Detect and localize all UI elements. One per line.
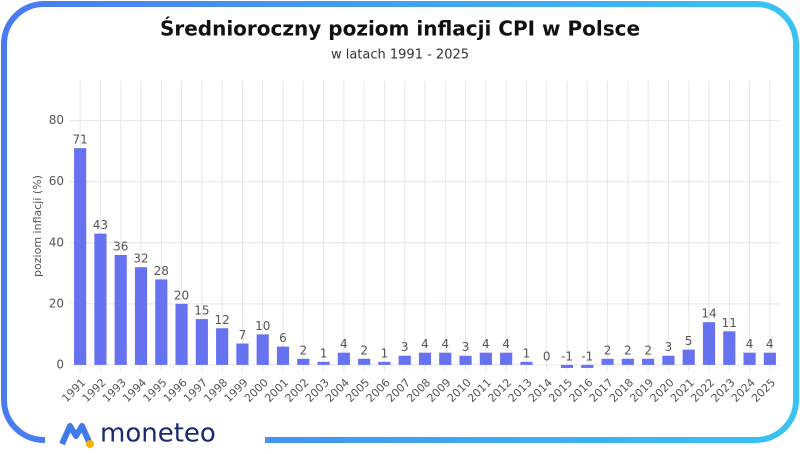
bar: [601, 358, 614, 365]
value-label: 4: [502, 337, 510, 351]
value-label: 2: [299, 343, 307, 357]
bar: [763, 352, 776, 365]
bar: [723, 331, 736, 365]
value-label: -1: [581, 349, 593, 363]
value-label: 2: [644, 343, 652, 357]
bar: [317, 361, 330, 365]
bar: [642, 358, 655, 365]
bar: [581, 364, 594, 368]
value-label: 20: [174, 288, 189, 302]
bar: [297, 358, 310, 365]
bar: [500, 352, 513, 365]
value-label: 10: [255, 319, 270, 333]
bar: [216, 328, 229, 365]
value-label: 36: [113, 240, 128, 254]
bar: [155, 279, 168, 365]
bar: [520, 361, 533, 365]
y-tick-label: 40: [49, 235, 64, 249]
value-label: 71: [73, 133, 88, 147]
value-label: 11: [722, 316, 737, 330]
y-axis-label: poziom inflacji (%): [31, 175, 44, 277]
value-label: 4: [421, 337, 429, 351]
bar: [94, 233, 107, 365]
bar: [256, 334, 269, 365]
bar: [418, 352, 432, 365]
frame: [1, 1, 799, 443]
y-tick-label: 20: [49, 296, 64, 310]
value-label: 43: [93, 218, 108, 232]
value-label: 14: [701, 307, 716, 321]
value-label: 28: [154, 264, 169, 278]
bar: [114, 255, 127, 365]
bar: [337, 352, 350, 365]
bar: [682, 349, 695, 365]
value-label: 0: [543, 349, 551, 363]
bar: [560, 364, 574, 368]
value-label: 4: [482, 337, 490, 351]
value-label: 6: [279, 331, 287, 345]
logo-dot: [86, 440, 94, 448]
value-label: 15: [194, 304, 209, 318]
logo: moneteo: [59, 419, 216, 449]
logo-text: moneteo: [100, 419, 216, 449]
bar: [175, 303, 188, 365]
value-label: 4: [766, 337, 774, 351]
bar: [702, 322, 716, 365]
bar: [378, 361, 391, 365]
value-label: 7: [239, 328, 247, 342]
value-label: 3: [462, 340, 470, 354]
bar: [479, 352, 492, 365]
chart-title: Średnioroczny poziom inflacji CPI w Pols…: [160, 17, 640, 41]
bar: [236, 343, 249, 365]
value-label: 2: [624, 343, 632, 357]
value-label: 3: [665, 340, 673, 354]
value-label: 32: [133, 252, 148, 266]
value-label: 3: [401, 340, 409, 354]
value-label: 2: [604, 343, 612, 357]
y-tick-label: 80: [49, 113, 64, 127]
bar: [621, 358, 634, 365]
value-label: 4: [746, 337, 754, 351]
chart-subtitle: w latach 1991 - 2025: [331, 48, 469, 63]
y-tick-label: 0: [56, 357, 64, 371]
value-label: 12: [215, 313, 230, 327]
value-label: 1: [320, 346, 328, 360]
bar: [195, 319, 208, 365]
logo-icon: [59, 423, 93, 446]
bar: [74, 148, 87, 365]
value-label: 1: [523, 346, 531, 360]
value-label: -1: [561, 349, 573, 363]
bar: [459, 355, 472, 365]
bar: [398, 355, 411, 365]
value-label: 1: [381, 346, 389, 360]
value-label: 5: [685, 334, 693, 348]
value-label: 4: [340, 337, 348, 351]
bar: [743, 352, 756, 365]
y-tick-label: 60: [49, 174, 64, 188]
bar: [358, 358, 371, 365]
value-label: 2: [360, 343, 368, 357]
bar: [662, 355, 675, 365]
bar: [439, 352, 452, 365]
value-label: 4: [441, 337, 449, 351]
bar: [276, 346, 290, 365]
bar: [134, 267, 148, 365]
